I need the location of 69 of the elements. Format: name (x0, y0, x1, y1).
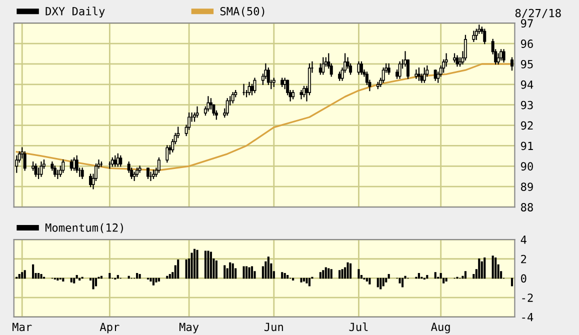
x-tick-label: Jul (349, 322, 368, 332)
text: 8/27/18 (515, 8, 561, 18)
y-tick-label: 97 (520, 19, 533, 28)
candlestick (302, 86, 306, 98)
y-tick-label: 4 (520, 236, 526, 244)
candlestick (398, 61, 402, 79)
y-tick-label: 90 (520, 162, 533, 171)
y-tick-label: 88 (520, 203, 533, 212)
y-tick-label: 2 (521, 254, 526, 264)
x-tick-label: May (179, 322, 199, 334)
candlestick (231, 92, 234, 104)
candlestick (360, 61, 363, 75)
candlestick (34, 164, 38, 177)
candlestick (114, 155, 117, 167)
x-tick-label: Mar (12, 322, 32, 332)
y-tick-label: -4 (522, 313, 534, 322)
candlestick (414, 70, 418, 79)
candlestick (472, 30, 476, 42)
candlestick (300, 90, 303, 100)
legend-label: Momentum(12) (45, 223, 123, 234)
candlestick (483, 28, 486, 44)
candlestick (23, 151, 26, 171)
candlestick (53, 166, 56, 177)
candlestick (40, 162, 43, 177)
candlestick (417, 68, 420, 81)
candlestick (157, 157, 160, 173)
candlestick (226, 98, 229, 116)
candlestick (422, 68, 426, 83)
candlestick (456, 55, 459, 67)
candlestick (209, 98, 212, 110)
candlestick (89, 174, 92, 188)
candlestick (138, 166, 142, 173)
y-tick-label: 93 (520, 100, 533, 110)
y-tick-label: 92 (520, 121, 533, 130)
candlestick (510, 57, 514, 71)
candlestick (382, 68, 385, 83)
y-tick-label: 94 (520, 80, 534, 89)
legend-label: DXY Daily (46, 6, 105, 18)
candlestick (496, 53, 500, 65)
candlestick (119, 155, 122, 167)
x-tick-label: Apr (100, 322, 120, 334)
y-tick-label: 89 (520, 182, 533, 192)
candlestick (502, 49, 506, 62)
candlestick (253, 78, 256, 94)
y-tick-label: 0 (521, 274, 526, 283)
candlestick (464, 34, 467, 60)
candlestick (196, 106, 199, 118)
x-tick-label: Jun (264, 322, 283, 332)
candlestick (387, 63, 390, 75)
y-tick-label: 91 (520, 142, 533, 150)
candlestick (75, 155, 78, 173)
candlestick (500, 49, 503, 60)
x-tick-label: Aug (431, 322, 450, 334)
candlestick (62, 159, 65, 173)
candlestick (206, 96, 210, 112)
candlestick (266, 68, 270, 85)
candlestick (434, 70, 437, 81)
candlestick (146, 168, 150, 179)
candlestick (72, 157, 76, 171)
candlestick (80, 168, 84, 179)
candlestick (166, 145, 169, 163)
candlestick (248, 82, 251, 96)
candlestick (322, 57, 325, 75)
candlestick (474, 28, 478, 40)
y-tick-label: 95 (520, 60, 533, 68)
y-tick-label: 96 (520, 40, 533, 48)
legend-label: SMA(50) (220, 6, 264, 17)
y-tick-label: -2 (522, 294, 533, 302)
candlestick (357, 61, 360, 75)
